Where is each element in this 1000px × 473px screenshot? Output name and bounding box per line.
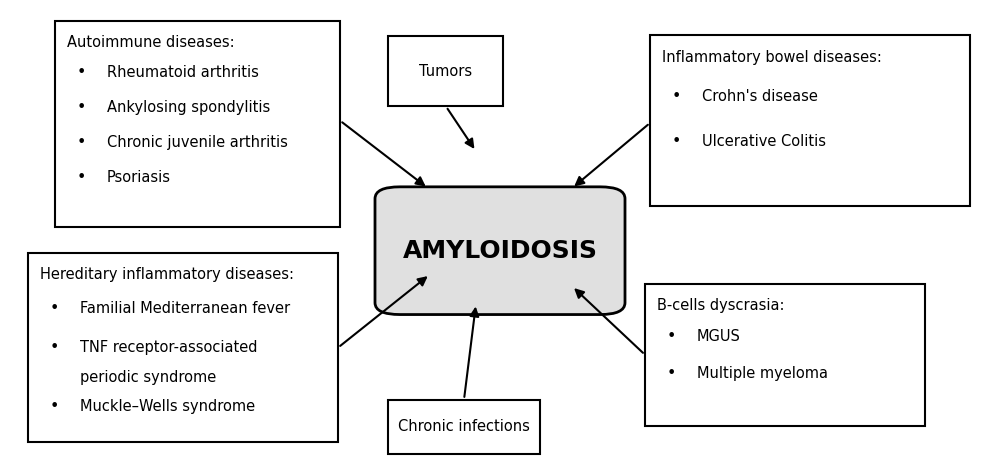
Text: Multiple myeloma: Multiple myeloma	[697, 367, 828, 381]
Text: Inflammatory bowel diseases:: Inflammatory bowel diseases:	[662, 50, 882, 65]
Text: Chronic juvenile arthritis: Chronic juvenile arthritis	[107, 135, 288, 150]
Text: •: •	[672, 88, 681, 104]
Text: B-cells dyscrasia:: B-cells dyscrasia:	[657, 298, 784, 313]
Text: •: •	[50, 340, 59, 355]
Text: •: •	[667, 329, 676, 344]
Text: Psoriasis: Psoriasis	[107, 170, 171, 185]
Text: MGUS: MGUS	[697, 329, 741, 344]
Text: Ankylosing spondylitis: Ankylosing spondylitis	[107, 100, 270, 115]
Text: Rheumatoid arthritis: Rheumatoid arthritis	[107, 65, 259, 80]
Text: Chronic infections: Chronic infections	[398, 420, 530, 434]
FancyBboxPatch shape	[388, 400, 540, 454]
FancyBboxPatch shape	[650, 35, 970, 206]
Text: •: •	[50, 399, 59, 414]
Text: •: •	[77, 135, 86, 150]
Text: •: •	[672, 134, 681, 149]
Text: Ulcerative Colitis: Ulcerative Colitis	[702, 134, 826, 149]
Text: TNF receptor-associated: TNF receptor-associated	[80, 340, 258, 355]
Text: Muckle–Wells syndrome: Muckle–Wells syndrome	[80, 399, 255, 414]
FancyBboxPatch shape	[645, 284, 925, 426]
Text: Familial Mediterranean fever: Familial Mediterranean fever	[80, 301, 290, 316]
Text: Crohn's disease: Crohn's disease	[702, 88, 818, 104]
Text: •: •	[77, 170, 86, 185]
Text: •: •	[77, 100, 86, 115]
Text: AMYLOIDOSIS: AMYLOIDOSIS	[402, 239, 598, 263]
Text: periodic syndrome: periodic syndrome	[80, 370, 216, 385]
Text: •: •	[77, 65, 86, 80]
Text: Autoimmune diseases:: Autoimmune diseases:	[67, 35, 235, 51]
FancyBboxPatch shape	[375, 187, 625, 315]
FancyBboxPatch shape	[55, 21, 340, 227]
Text: •: •	[50, 301, 59, 316]
FancyBboxPatch shape	[388, 36, 503, 106]
FancyBboxPatch shape	[28, 253, 338, 442]
Text: •: •	[667, 367, 676, 381]
Text: Hereditary inflammatory diseases:: Hereditary inflammatory diseases:	[40, 267, 294, 282]
Text: Tumors: Tumors	[419, 64, 472, 79]
